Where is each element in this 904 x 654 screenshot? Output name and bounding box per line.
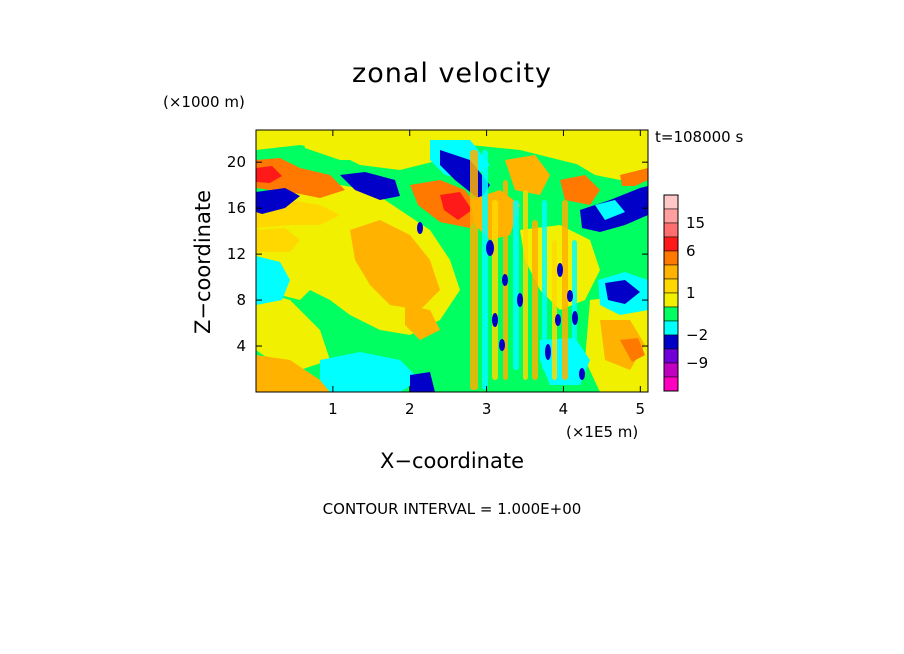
- y-tick-label: 16: [227, 199, 246, 217]
- contour-streak: [562, 200, 568, 380]
- colorbar-swatch: [663, 348, 679, 364]
- x-tick-label: 2: [405, 400, 415, 418]
- colorbar-label: −9: [686, 354, 708, 372]
- contour-region: [320, 352, 420, 392]
- contour-streak: [532, 220, 538, 380]
- contour-streak: [523, 190, 528, 380]
- contour-cell: [486, 240, 494, 256]
- contour-region: [256, 256, 290, 305]
- colorbar-swatch: [663, 292, 679, 308]
- colorbar-swatch: [663, 264, 679, 280]
- colorbar-label: −2: [686, 326, 708, 344]
- contour-region: [605, 280, 640, 304]
- contour-streak: [572, 240, 577, 380]
- contour-cell: [499, 339, 505, 351]
- contour-cell: [555, 314, 561, 326]
- contour-cell: [492, 313, 498, 327]
- colorbar-swatch: [663, 320, 679, 336]
- colorbar-swatch: [663, 278, 679, 294]
- plot-frame: [255, 129, 649, 393]
- colorbar-swatch: [663, 376, 679, 392]
- contour-streak: [470, 150, 478, 390]
- y-tick-label: 4: [236, 337, 246, 355]
- colorbar-swatch: [663, 334, 679, 350]
- contour-region: [256, 188, 300, 214]
- contour-region: [410, 372, 435, 392]
- colorbar-swatch: [663, 194, 679, 210]
- contour-cell: [572, 311, 578, 325]
- y-tick-label: 12: [227, 245, 246, 263]
- y-tick-label: 20: [227, 153, 246, 171]
- colorbar-swatch: [663, 208, 679, 224]
- contour-region: [256, 355, 330, 392]
- contour-streak: [513, 200, 519, 370]
- contour-region: [340, 172, 400, 200]
- colorbar-label: 6: [686, 242, 696, 260]
- contour-streak: [482, 150, 488, 390]
- contour-region: [256, 228, 300, 252]
- contour-region: [256, 166, 282, 183]
- contour-region: [440, 192, 472, 220]
- x-tick-label: 5: [636, 400, 646, 418]
- x-tick-label: 3: [482, 400, 492, 418]
- y-tick-label: 8: [236, 291, 246, 309]
- colorbar-swatch: [663, 250, 679, 266]
- colorbar-swatch: [663, 236, 679, 252]
- colorbar-swatch: [663, 222, 679, 238]
- x-axis-unit: (×1E5 m): [566, 423, 639, 441]
- contour-region: [595, 200, 625, 220]
- x-tick-label: 4: [559, 400, 569, 418]
- contour-streak: [542, 200, 547, 370]
- contour-cell: [579, 368, 585, 380]
- colorbar-swatch: [663, 362, 679, 378]
- colorbar-swatch: [663, 306, 679, 322]
- contour-region: [560, 130, 648, 180]
- contour-cell: [502, 274, 508, 286]
- velocity-field: [256, 130, 648, 392]
- contour-cell: [545, 344, 551, 360]
- contour-region: [620, 338, 645, 362]
- x-axis-label: X−coordinate: [380, 449, 524, 473]
- contour-region: [350, 220, 440, 310]
- colorbar-label: 15: [686, 214, 705, 232]
- y-axis-unit: (×1000 m): [163, 93, 245, 111]
- contour-cell: [557, 263, 563, 277]
- contour-region: [560, 175, 600, 205]
- colorbar-frame: [663, 194, 679, 392]
- contour-streak: [492, 200, 498, 380]
- colorbar-label: 1: [686, 284, 696, 302]
- colorbar: 15 6 1 −2 −9: [663, 194, 708, 392]
- x-tick-label: 1: [328, 400, 338, 418]
- contour-region: [405, 305, 440, 340]
- contour-region: [256, 290, 330, 370]
- contour-cell: [567, 290, 573, 302]
- contour-region: [505, 155, 550, 195]
- contour-region: [620, 168, 648, 186]
- contour-region: [256, 158, 345, 198]
- chart-title: zonal velocity: [352, 58, 552, 89]
- contour-streak: [552, 240, 557, 380]
- contour-cell: [517, 293, 523, 307]
- time-label: t=108000 s: [655, 128, 744, 146]
- contour-interval-note: CONTOUR INTERVAL = 1.000E+00: [322, 500, 582, 518]
- contour-cell: [417, 222, 423, 234]
- contour-region: [300, 130, 420, 160]
